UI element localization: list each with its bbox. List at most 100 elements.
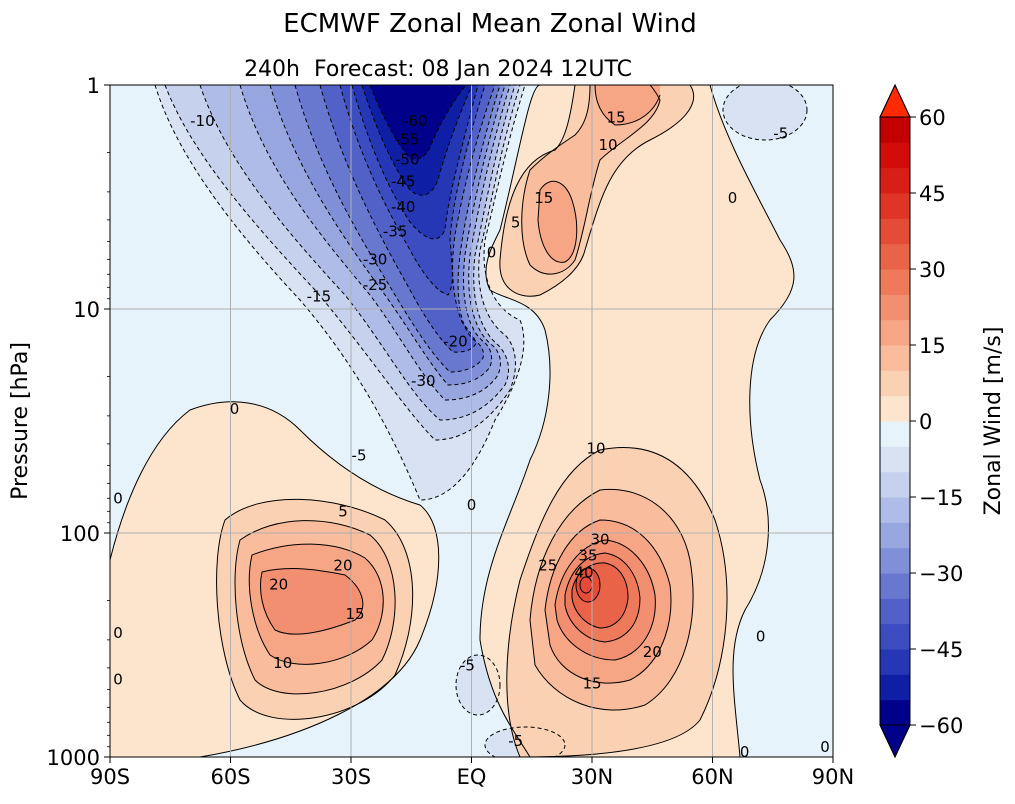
contour-label: 25 bbox=[538, 557, 557, 575]
contour-label: -55 bbox=[395, 130, 420, 148]
contour-lines bbox=[110, 85, 808, 757]
contour-label: 0 bbox=[728, 189, 738, 207]
contour-line-minus35 bbox=[319, 85, 496, 353]
colorbar-bin bbox=[880, 117, 910, 143]
colorbar-bin bbox=[880, 522, 910, 549]
westerly-region-nh-35 bbox=[576, 568, 600, 602]
contour-label: 5 bbox=[338, 502, 348, 520]
westerly-region-sh-20 bbox=[260, 568, 363, 635]
colorbar-tick-label: −30 bbox=[919, 562, 963, 586]
contour-label: 0 bbox=[113, 670, 123, 688]
chart-subtitle-right: Forecast: 08 Jan 2024 12UTC bbox=[314, 57, 632, 82]
contour-label: -25 bbox=[363, 276, 388, 294]
contour-label: -35 bbox=[383, 222, 408, 240]
contour-line-sh-0 bbox=[110, 401, 440, 757]
contour-label: 10 bbox=[599, 136, 618, 154]
contour-line-minus50 bbox=[361, 85, 473, 196]
colorbar-bin bbox=[880, 345, 910, 371]
contour-label: -60 bbox=[403, 112, 428, 130]
contour-line-minus40 bbox=[339, 85, 486, 296]
contour-label: 15 bbox=[534, 189, 553, 207]
colorbar-bin bbox=[880, 395, 910, 422]
contour-label: -5 bbox=[773, 125, 788, 143]
contour-label: -10 bbox=[190, 112, 215, 130]
contour-label: -15 bbox=[307, 288, 332, 306]
y-axis-label: Pressure [hPa] bbox=[8, 342, 33, 500]
colorbar-bin bbox=[880, 598, 910, 625]
contour-line-minus55 bbox=[369, 85, 467, 160]
contour-label: 15 bbox=[607, 109, 626, 127]
contour-line-strat-15a bbox=[537, 180, 578, 263]
y-tick-label: 100 bbox=[60, 522, 100, 546]
contour-label: -30 bbox=[363, 250, 388, 268]
contour-label: -5 bbox=[460, 656, 475, 674]
contour-label: 10 bbox=[586, 440, 605, 458]
colorbar-bin bbox=[880, 218, 910, 245]
colorbar-bin bbox=[880, 674, 910, 701]
colorbar-bin bbox=[880, 167, 910, 194]
gridlines bbox=[110, 85, 833, 757]
colorbar-bin bbox=[880, 421, 910, 447]
contour-label: 20 bbox=[269, 576, 288, 594]
contour-line-sh-15 bbox=[248, 543, 384, 665]
colorbar-bin bbox=[880, 497, 910, 523]
contour-line-nh-25 bbox=[564, 552, 641, 643]
contour-line-sh-20 bbox=[260, 568, 364, 635]
y-tick-label: 1000 bbox=[47, 746, 100, 770]
colorbar-bin bbox=[880, 193, 910, 219]
contour-line-strat-15b bbox=[594, 85, 661, 126]
x-tick-label: 90N bbox=[812, 765, 854, 789]
contour-line-strat-10 bbox=[521, 85, 661, 275]
contour-line-sh-10 bbox=[234, 520, 396, 695]
contour-label: -5 bbox=[508, 732, 523, 750]
colorbar: 60 45 30 15 0 −15 −30 −45 −60 bbox=[879, 83, 963, 759]
x-tick-label: EQ bbox=[457, 765, 487, 789]
contour-line-near-surface bbox=[484, 726, 566, 757]
contour-label: 20 bbox=[333, 557, 352, 575]
contour-line-nh-0-polar bbox=[709, 85, 795, 757]
y-tick-label: 10 bbox=[73, 298, 100, 322]
contour-label: 0 bbox=[820, 738, 830, 756]
contour-label: 35 bbox=[578, 546, 597, 564]
y-tick-label: 1 bbox=[87, 74, 100, 98]
contour-line-minus5 bbox=[154, 85, 526, 501]
contour-line-nh-35 bbox=[575, 567, 601, 603]
x-tick-label: 60S bbox=[210, 765, 250, 789]
colorbar-extend-min bbox=[879, 724, 911, 759]
contour-line-nh-0 bbox=[479, 85, 551, 757]
x-tick-label: 30N bbox=[571, 765, 613, 789]
colorbar-tick-label: 15 bbox=[919, 334, 946, 358]
westerly-region-strat-15b bbox=[595, 85, 660, 125]
contour-label: -50 bbox=[395, 150, 420, 168]
colorbar-bin bbox=[880, 446, 910, 473]
contour-line-minus25 bbox=[269, 85, 506, 386]
colorbar-bin bbox=[880, 547, 910, 574]
contour-label: 0 bbox=[740, 743, 750, 761]
contour-labels: -10 -60-55-50-45-40-35-30-25-15-20-30-500… bbox=[113, 109, 829, 761]
colorbar-bin bbox=[880, 649, 910, 675]
colorbar-bin bbox=[880, 370, 910, 397]
contour-line-nh-20 bbox=[554, 539, 656, 661]
contour-label: 0 bbox=[230, 400, 240, 418]
colorbar-tick-label: 60 bbox=[919, 106, 946, 130]
contour-label: -30 bbox=[411, 372, 436, 390]
colorbar-bin bbox=[880, 142, 910, 169]
colorbar-bin bbox=[880, 699, 910, 726]
colorbar-bin bbox=[880, 243, 910, 270]
colorbar-bin bbox=[880, 294, 910, 321]
chart-title: ECMWF Zonal Mean Zonal Wind bbox=[283, 9, 697, 39]
colorbar-bin bbox=[880, 623, 910, 650]
colorbar-tick-label: 30 bbox=[919, 258, 946, 282]
contour-label: 30 bbox=[590, 531, 609, 549]
contour-label: 0 bbox=[756, 628, 766, 646]
colorbar-tick-label: 45 bbox=[919, 182, 946, 206]
contour-label: 15 bbox=[345, 605, 364, 623]
contour-label: 20 bbox=[643, 643, 662, 661]
easterly-region-nh-polar bbox=[723, 85, 807, 140]
colorbar-tick-label: 0 bbox=[919, 410, 932, 434]
contour-label: 0 bbox=[113, 624, 123, 642]
contour-label: -40 bbox=[391, 198, 416, 216]
x-axis: 90S 60S 30S EQ 30N 60N 90N bbox=[90, 757, 854, 789]
colorbar-bin bbox=[880, 471, 910, 498]
